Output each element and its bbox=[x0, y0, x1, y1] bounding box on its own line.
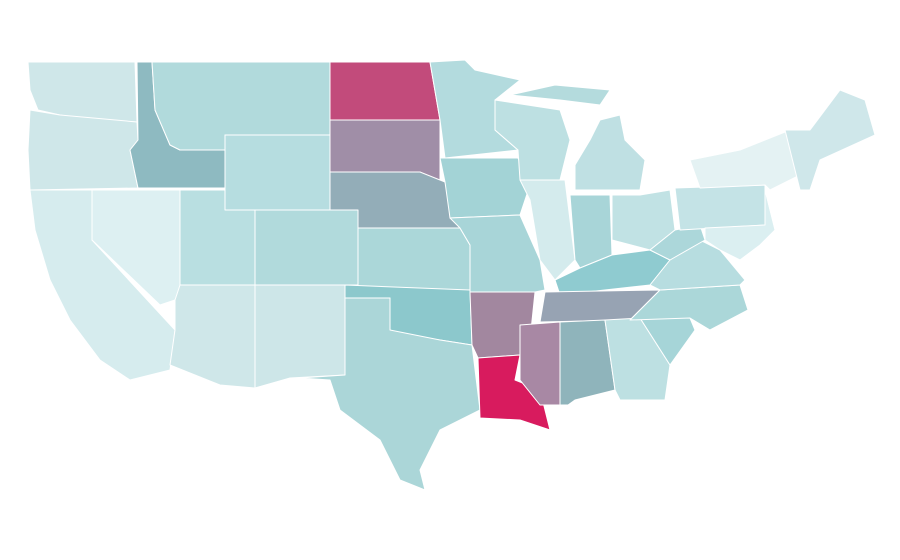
region bbox=[519, 321, 561, 406]
region bbox=[329, 61, 441, 121]
region bbox=[784, 89, 876, 191]
region bbox=[649, 224, 706, 261]
region bbox=[689, 129, 801, 191]
region bbox=[704, 189, 776, 261]
region bbox=[169, 284, 256, 389]
region bbox=[477, 354, 551, 431]
region bbox=[27, 109, 139, 191]
region bbox=[509, 84, 611, 106]
region bbox=[674, 184, 766, 231]
region bbox=[357, 227, 471, 291]
region bbox=[299, 297, 481, 491]
region bbox=[439, 157, 531, 219]
region bbox=[254, 284, 346, 389]
region bbox=[224, 134, 331, 211]
region bbox=[254, 209, 359, 286]
region bbox=[574, 114, 646, 191]
